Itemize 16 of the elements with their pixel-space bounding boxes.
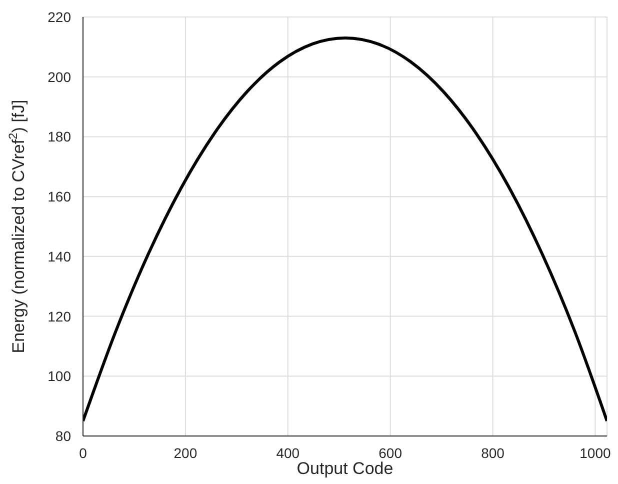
x-tick-label: 1000	[580, 444, 611, 461]
y-tick-label: 80	[55, 428, 72, 444]
y-tick-label: 180	[48, 128, 72, 145]
x-tick-label: 0	[79, 444, 88, 461]
y-tick-label: 100	[48, 368, 72, 384]
y-tick-label: 220	[48, 8, 72, 25]
y-tick-label: 200	[48, 68, 72, 85]
x-tick-label: 800	[481, 444, 505, 461]
x-tick-label: 200	[174, 444, 198, 461]
y-tick-label: 140	[48, 248, 72, 264]
line-series	[83, 36, 607, 423]
x-tick-label: 400	[276, 444, 300, 461]
y-tick-label: 160	[48, 188, 72, 205]
x-tick-label: 600	[378, 444, 402, 461]
y-tick-label: 120	[48, 308, 72, 324]
x-axis-title: Output Code	[296, 459, 394, 478]
